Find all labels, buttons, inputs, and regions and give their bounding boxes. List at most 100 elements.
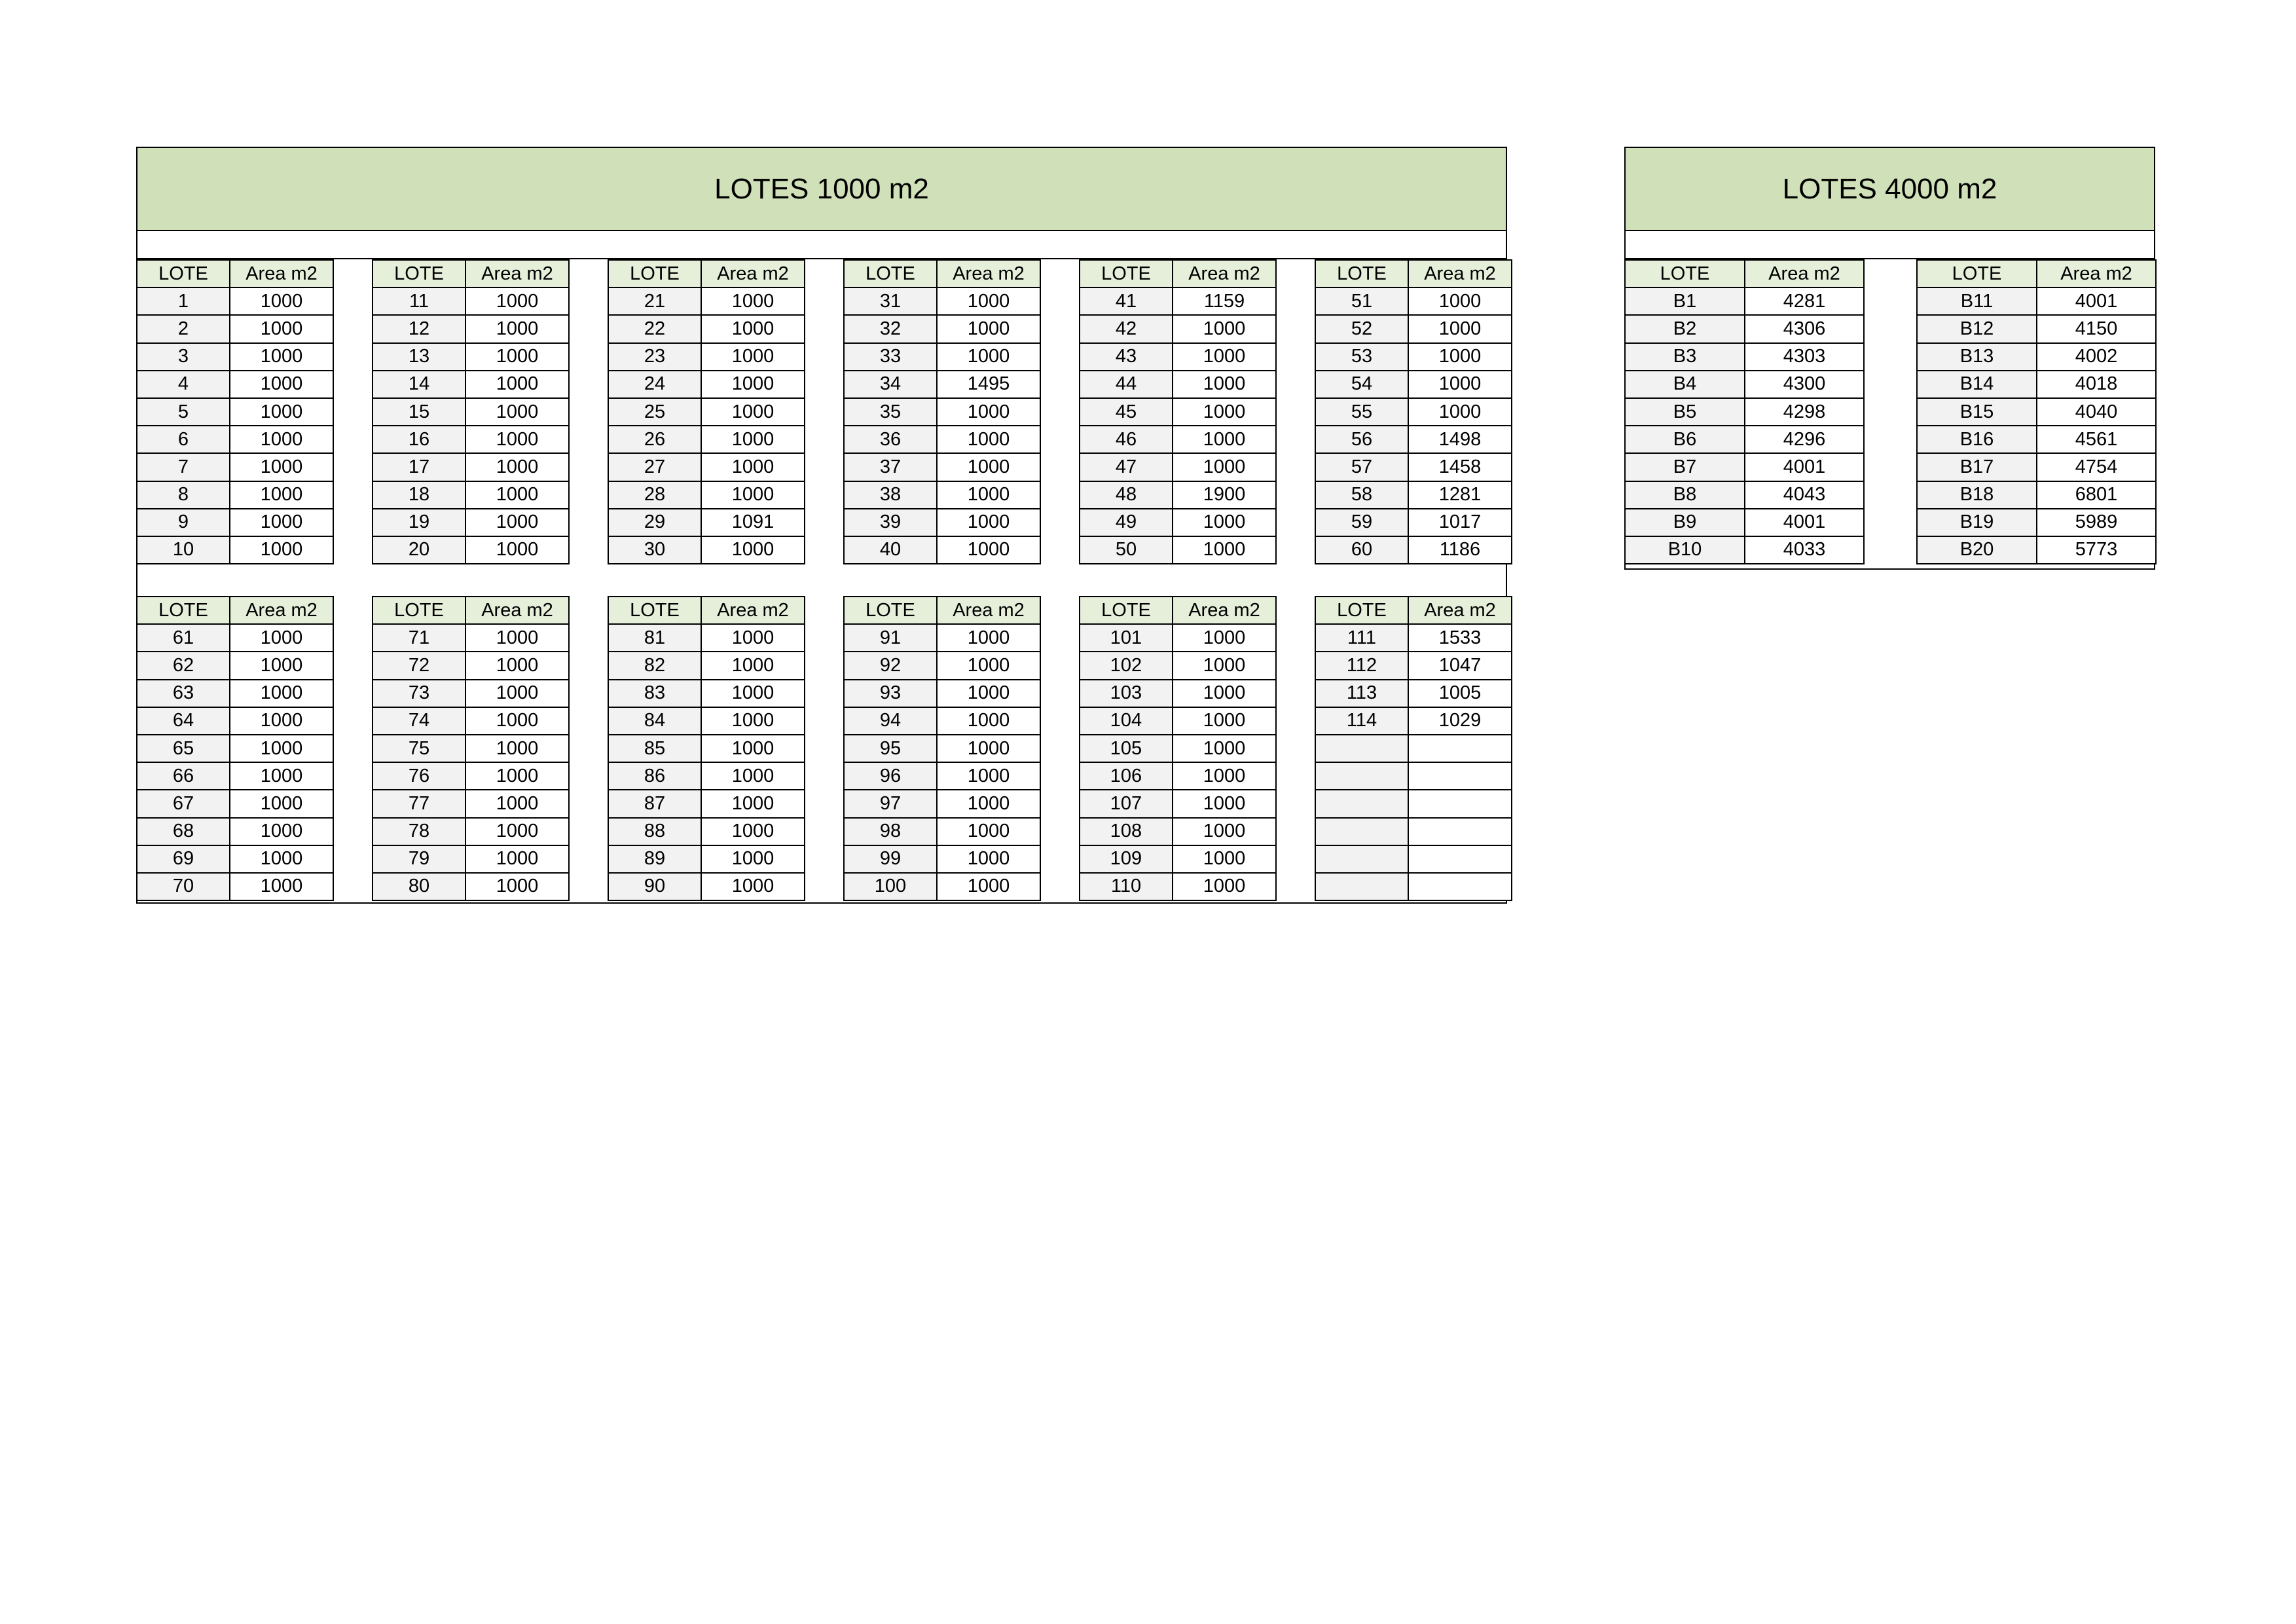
lote-cell	[1315, 733, 1409, 764]
table-row: 84 1000	[608, 706, 805, 735]
area-cell: 1000	[701, 623, 805, 653]
lote-cell: 41	[1079, 287, 1173, 316]
table-row	[1315, 817, 1512, 846]
lote-cell: 18	[372, 480, 466, 509]
lote-cell: B14	[1916, 369, 2037, 399]
table-row: 20 1000	[372, 535, 570, 565]
area-cell: 1000	[701, 844, 805, 874]
lote-cell: 108	[1079, 817, 1173, 846]
area-cell: 1000	[465, 789, 570, 819]
area-cell: 1000	[936, 480, 1041, 509]
lote-cell: B16	[1916, 425, 2037, 454]
table-row: 11 1000	[372, 287, 570, 316]
table-row: B10 4033	[1624, 535, 1865, 565]
table-row: 78 1000	[372, 817, 570, 846]
area-cell: 1000	[229, 844, 334, 874]
area-cell: 1000	[701, 314, 805, 344]
area-cell: 1017	[1408, 507, 1512, 537]
lot-table: LOTE Area m2 61 1000 62 1000 63 1000 64 1000 65 100…	[136, 595, 334, 902]
lote-cell: 12	[372, 314, 466, 344]
area-cell: 1000	[1172, 507, 1277, 537]
table-row: B4 4300	[1624, 369, 1865, 399]
lote-cell: 34	[843, 369, 938, 399]
lote-cell: 82	[608, 651, 702, 680]
lote-cell: 57	[1315, 452, 1409, 482]
table-row: 13 1000	[372, 342, 570, 371]
area-cell: 1000	[465, 678, 570, 708]
area-cell: 1000	[465, 287, 570, 316]
table-row: B8 4043	[1624, 480, 1865, 509]
lote-cell: 66	[136, 762, 230, 791]
area-cell: 1000	[465, 651, 570, 680]
panel-frame	[136, 259, 1507, 904]
lote-cell: 13	[372, 342, 466, 371]
table-row: 59 1017	[1315, 507, 1512, 537]
area-cell: 1000	[701, 733, 805, 764]
area-cell: 4018	[2036, 369, 2157, 399]
area-cell: 1091	[701, 507, 805, 537]
lote-cell: 46	[1079, 425, 1173, 454]
header-row: LOTE Area m2	[1315, 595, 1512, 625]
area-cell: 1000	[1172, 733, 1277, 764]
area-cell: 1281	[1408, 480, 1512, 509]
lote-cell: 68	[136, 817, 230, 846]
area-cell: 1000	[229, 507, 334, 537]
area-cell: 4033	[1744, 535, 1865, 565]
area-cell	[1408, 817, 1512, 846]
area-cell: 1159	[1172, 287, 1277, 316]
lote-cell: 80	[372, 872, 466, 902]
area-cell: 1000	[229, 651, 334, 680]
lote-cell: 76	[372, 762, 466, 791]
area-cell: 1000	[1172, 342, 1277, 371]
lote-cell: 45	[1079, 397, 1173, 427]
lote-cell: 67	[136, 789, 230, 819]
col-header-area: Area m2	[1744, 259, 1865, 289]
table-row: 98 1000	[843, 817, 1041, 846]
table-row: 21 1000	[608, 287, 805, 316]
lote-cell	[1315, 872, 1409, 902]
table-row: 109 1000	[1079, 844, 1277, 874]
table-row: 58 1281	[1315, 480, 1512, 509]
table-row: 111 1533	[1315, 623, 1512, 653]
table-row: 41 1159	[1079, 287, 1277, 316]
lot-table: LOTE Area m2 1 1000 2 1000 3 1000 4 1000 5 1000 6 100…	[136, 259, 334, 565]
table-row: 32 1000	[843, 314, 1041, 344]
table-row: B9 4001	[1624, 507, 1865, 537]
area-cell: 1000	[1172, 397, 1277, 427]
area-cell: 1000	[701, 480, 805, 509]
area-cell: 4561	[2036, 425, 2157, 454]
lote-cell: 11	[372, 287, 466, 316]
col-header-area: Area m2	[465, 259, 570, 289]
lote-cell	[1315, 789, 1409, 819]
area-cell: 1000	[1172, 452, 1277, 482]
area-cell: 1458	[1408, 452, 1512, 482]
table-row: 112 1047	[1315, 651, 1512, 680]
table-row: 56 1498	[1315, 425, 1512, 454]
table-row: 80 1000	[372, 872, 570, 902]
table-row: 57 1458	[1315, 452, 1512, 482]
table-row: 66 1000	[136, 762, 334, 791]
area-cell	[1408, 872, 1512, 902]
col-header-lote: LOTE	[1079, 259, 1173, 289]
area-cell: 4300	[1744, 369, 1865, 399]
area-cell: 4001	[1744, 452, 1865, 482]
lote-cell: 51	[1315, 287, 1409, 316]
table-row: 81 1000	[608, 623, 805, 653]
col-header-lote: LOTE	[608, 259, 702, 289]
table-row: B16 4561	[1916, 425, 2157, 454]
area-cell: 1000	[465, 342, 570, 371]
lote-cell: 61	[136, 623, 230, 653]
area-cell: 1000	[229, 452, 334, 482]
lot-table: LOTE Area m2 111 1533 112 1047 113 1005 114 1029	[1315, 595, 1512, 902]
lote-cell: 94	[843, 706, 938, 735]
area-cell: 4298	[1744, 397, 1865, 427]
lot-table: LOTE Area m2 91 1000 92 1000 93 1000 94 1000 95 100…	[843, 595, 1041, 902]
area-cell: 1000	[229, 678, 334, 708]
col-header-area: Area m2	[936, 259, 1041, 289]
lote-cell: B3	[1624, 342, 1745, 371]
col-header-lote: LOTE	[843, 259, 938, 289]
area-cell: 4001	[2036, 287, 2157, 316]
table-row: 105 1000	[1079, 733, 1277, 764]
lote-cell: 50	[1079, 535, 1173, 565]
table-row: 12 1000	[372, 314, 570, 344]
